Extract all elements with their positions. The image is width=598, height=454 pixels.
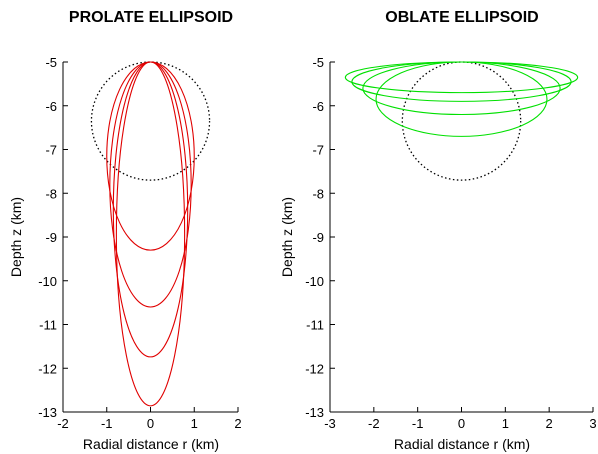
y-tick-label: -6 (45, 99, 57, 114)
y-tick-label: -8 (45, 186, 57, 201)
y-tick-label: -5 (312, 55, 324, 70)
y-tick-label: -12 (305, 361, 324, 376)
x-tick-label: 3 (589, 416, 596, 431)
x-tick-label: -1 (412, 416, 424, 431)
y-tick-label: -9 (312, 230, 324, 245)
oblate-panel: OBLATE ELLIPSOID Radial distance r (km) … (279, 9, 597, 452)
x-tick-label: 2 (234, 416, 241, 431)
y-tick-label: -11 (306, 318, 324, 333)
ellipsoid-outline (362, 61, 561, 116)
x-tick-label: 0 (458, 416, 465, 431)
y-tick-label: -8 (312, 186, 324, 201)
y-tick-label: -10 (305, 274, 324, 289)
x-tick-label: -1 (101, 416, 113, 431)
y-tick-label: -6 (312, 99, 324, 114)
y-tick-label: -9 (45, 230, 57, 245)
y-tick-label: -11 (39, 318, 57, 333)
x-tick-label: 1 (502, 416, 509, 431)
reference-sphere (401, 61, 522, 181)
y-tick-label: -10 (38, 274, 57, 289)
ellipsoid-outline (344, 61, 579, 94)
x-tick-label: -3 (324, 416, 336, 431)
x-axis-label: Radial distance r (km) (83, 436, 219, 452)
x-axis-label: Radial distance r (km) (394, 436, 530, 452)
prolate-panel: PROLATE ELLIPSOID Radial distance r (km)… (8, 9, 242, 452)
ellipsoid-outline (115, 61, 186, 407)
chart-title: OBLATE ELLIPSOID (385, 9, 538, 26)
y-axis-label: Depth z (km) (279, 197, 295, 277)
prolate-marks: -2 -1 0 1 2-5-6-7-8-9-10-11-12-13 (38, 55, 241, 431)
y-tick-label: -5 (45, 55, 57, 70)
ellipsoid-outline (112, 61, 189, 358)
x-tick-label: -2 (57, 416, 69, 431)
chart-title: PROLATE ELLIPSOID (69, 9, 233, 26)
y-tick-label: -12 (38, 361, 57, 376)
reference-sphere (90, 61, 211, 181)
ellipsoid-outline (375, 61, 548, 137)
y-tick-label: -13 (305, 405, 324, 420)
ellipsoid-outline (109, 61, 192, 308)
y-tick-label: -13 (38, 405, 57, 420)
x-tick-label: 0 (147, 416, 154, 431)
y-tick-label: -7 (45, 143, 57, 158)
y-axis-label: Depth z (km) (8, 197, 24, 277)
x-tick-label: -2 (368, 416, 380, 431)
x-tick-label: 1 (191, 416, 198, 431)
oblate-marks: -3 -2 -1 0 1 2 3-5-6-7-8-9-10-11-12-13 (305, 55, 596, 431)
x-tick-label: 2 (546, 416, 553, 431)
y-tick-label: -7 (312, 143, 324, 158)
ellipsoid-outline (351, 61, 572, 102)
